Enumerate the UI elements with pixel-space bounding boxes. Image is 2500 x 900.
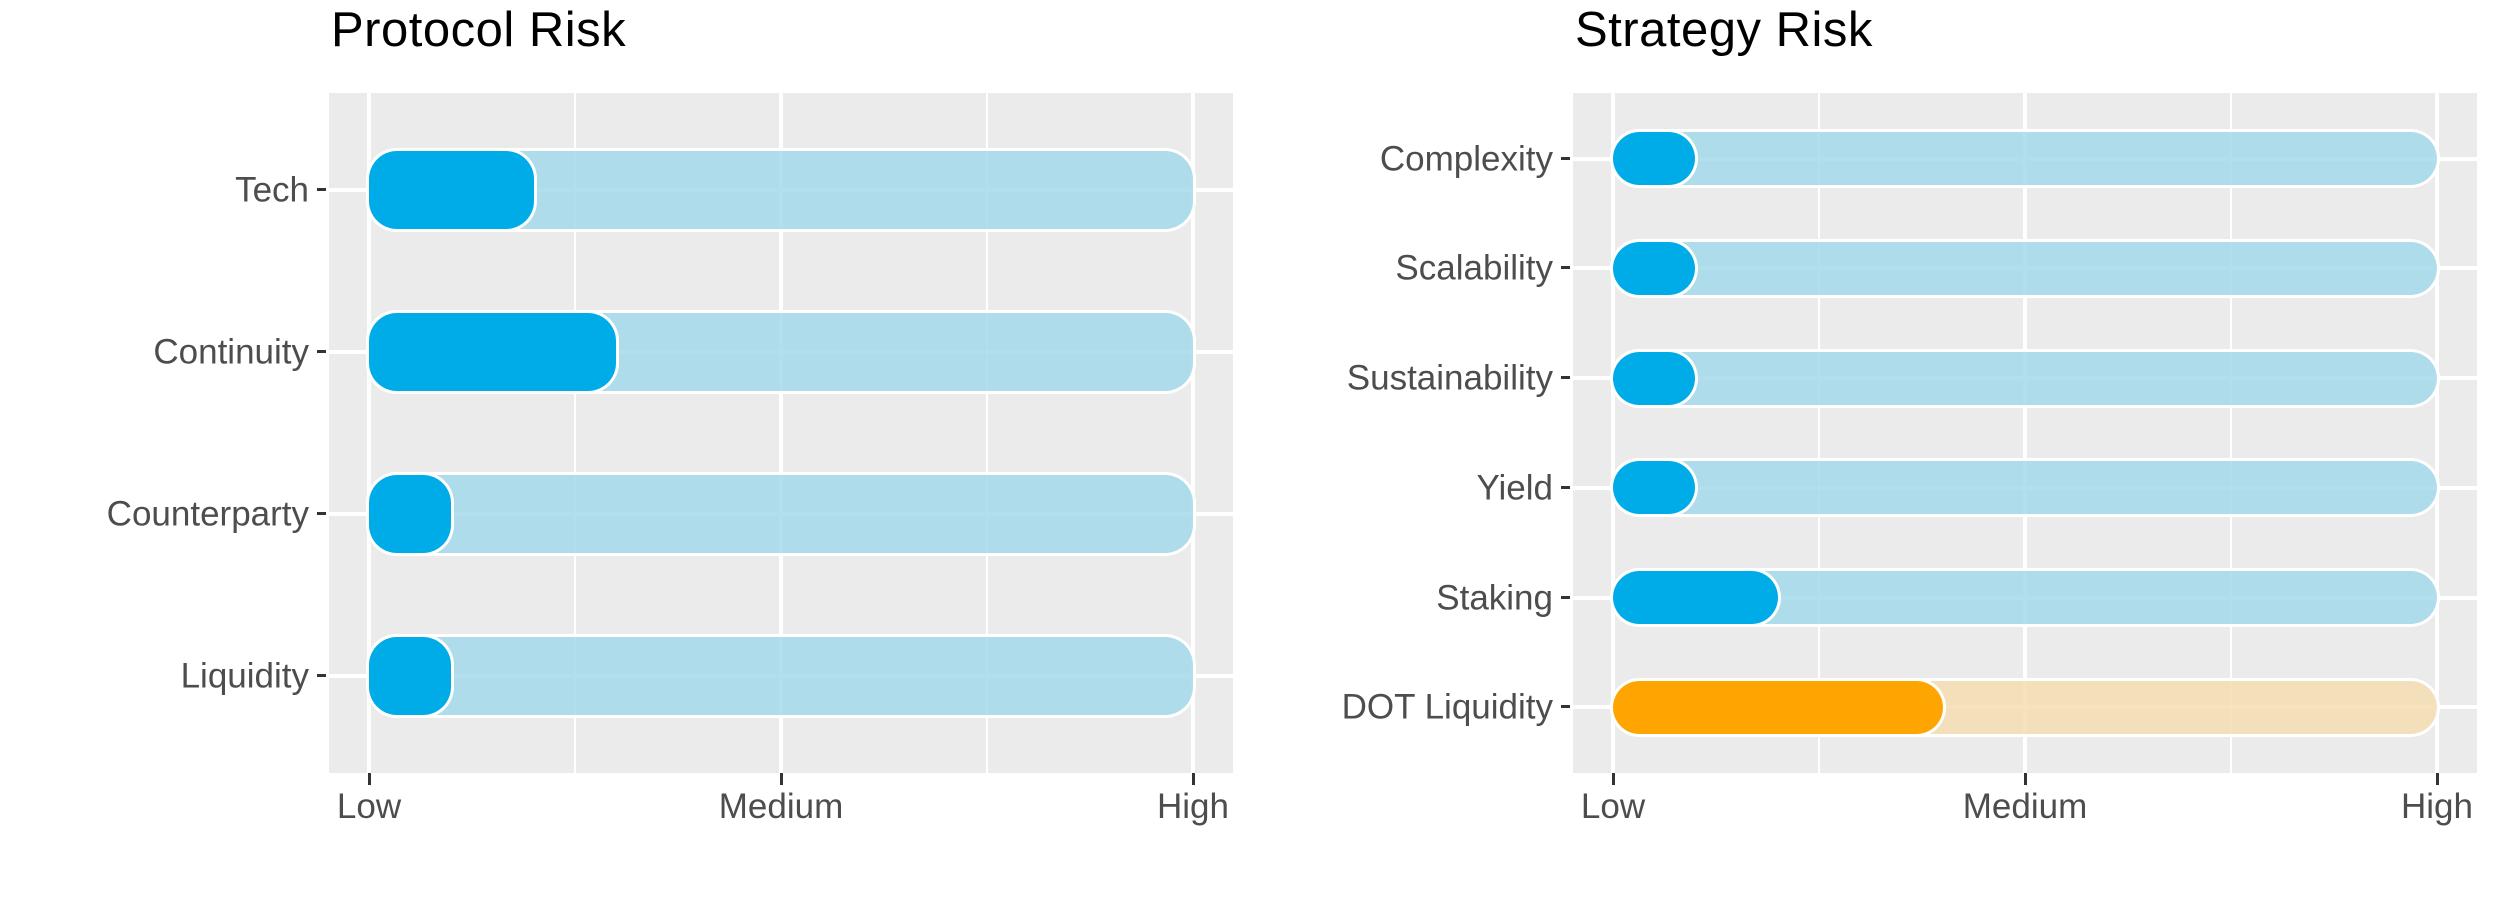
bar-value <box>369 151 534 230</box>
bar-value <box>1613 680 1943 734</box>
y-tick-mark <box>1561 595 1570 599</box>
x-axis-label: High <box>1157 787 1229 826</box>
bar-value <box>1613 132 1696 186</box>
bar-value <box>369 474 452 553</box>
y-axis-label: Staking <box>1436 578 1553 618</box>
x-tick-mark <box>1611 773 1615 785</box>
gridline-minor-vertical <box>574 93 576 773</box>
y-tick-mark <box>317 511 326 515</box>
gridline-major-vertical <box>2435 93 2439 773</box>
y-axis-label: Counterparty <box>106 494 309 534</box>
x-axis-label: Medium <box>1962 787 2088 826</box>
x-tick-mark <box>2435 773 2439 785</box>
x-axis-label: Medium <box>718 787 844 826</box>
gridline-minor-vertical <box>1818 93 1820 773</box>
chart-title: Protocol Risk <box>331 3 627 57</box>
plot-panel <box>329 93 1233 773</box>
gridline-major-vertical <box>1191 93 1195 773</box>
x-axis-label: Low <box>1580 787 1646 826</box>
bar-value <box>1613 571 1778 625</box>
gridline-minor-vertical <box>2230 93 2232 773</box>
y-axis-label: Scalability <box>1395 248 1553 288</box>
bar-track <box>1613 241 2437 295</box>
y-axis-label: Tech <box>235 170 309 210</box>
bar-value <box>1613 351 1696 405</box>
x-tick-mark <box>1191 773 1195 785</box>
x-tick-mark <box>2023 773 2027 785</box>
x-tick-mark <box>779 773 783 785</box>
bar-track <box>369 636 1193 715</box>
bar-track <box>369 474 1193 553</box>
y-tick-mark <box>1561 156 1570 160</box>
plot-panel <box>1573 93 2477 773</box>
y-tick-mark <box>1561 705 1570 709</box>
bar-track <box>1613 132 2437 186</box>
bar-track <box>1613 461 2437 515</box>
bar-track <box>1613 351 2437 405</box>
x-axis-label: Low <box>336 787 402 826</box>
y-tick-mark <box>1561 485 1570 489</box>
y-tick-mark <box>317 188 326 192</box>
y-tick-mark <box>1561 266 1570 270</box>
y-axis-label: Continuity <box>153 332 309 372</box>
y-axis-label: Liquidity <box>180 656 309 696</box>
y-tick-mark <box>317 673 326 677</box>
y-tick-mark <box>317 350 326 354</box>
y-axis-label: Complexity <box>1379 139 1553 179</box>
y-axis-label: DOT Liquidity <box>1341 687 1553 727</box>
gridline-minor-vertical <box>986 93 988 773</box>
bar-value <box>369 313 617 392</box>
bar-value <box>1613 241 1696 295</box>
gridline-major-vertical <box>1611 93 1615 773</box>
y-tick-mark <box>1561 376 1570 380</box>
gridline-major-vertical <box>367 93 371 773</box>
gridline-major-vertical <box>779 93 783 773</box>
bar-value <box>1613 461 1696 515</box>
bar-value <box>369 636 452 715</box>
x-tick-mark <box>367 773 371 785</box>
y-axis-label: Yield <box>1476 468 1553 508</box>
chart-title: Strategy Risk <box>1575 3 1873 57</box>
y-axis-label: Sustainability <box>1346 358 1553 398</box>
x-axis-label: High <box>2401 787 2473 826</box>
gridline-major-vertical <box>2023 93 2027 773</box>
